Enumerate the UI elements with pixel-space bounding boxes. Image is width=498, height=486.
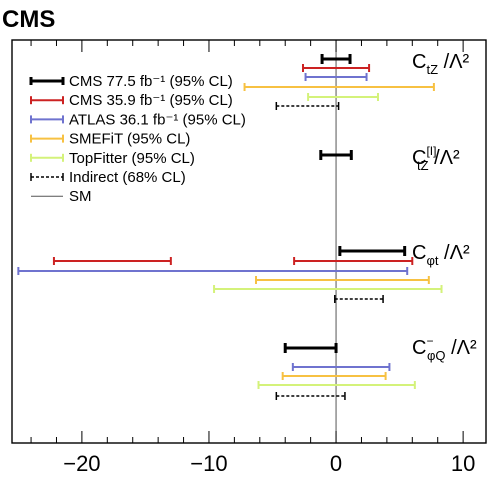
legend-label: SM	[69, 188, 92, 205]
interval-bar-smefit	[243, 83, 435, 91]
interval-bar-smefit	[281, 372, 387, 380]
interval-bar-topfitter	[213, 285, 443, 293]
legend-label: CMS 35.9 fb⁻¹ (95% CL)	[69, 92, 233, 109]
coefficient-label: C− φQ /Λ²	[412, 334, 477, 363]
interval-bars	[17, 54, 443, 400]
coefficient-group	[257, 343, 416, 400]
interval-bar-atlas	[304, 73, 368, 81]
legend-label: SMEFiT (95% CL)	[69, 131, 190, 148]
coefficient-group	[243, 54, 435, 110]
experiment-label: CMS	[2, 6, 55, 33]
x-tick-label: −10	[190, 451, 227, 476]
x-axis-ticks: −20 −10 0 10	[30, 40, 475, 476]
interval-bar-cms775	[283, 343, 338, 353]
legend-item-sm: SM	[31, 188, 92, 205]
coefficient-group	[17, 246, 443, 303]
interval-bar-smefit	[254, 276, 430, 284]
legend-item-topfitter: TopFitter (95% CL)	[30, 150, 195, 167]
legend-item-cms775: CMS 77.5 fb⁻¹ (95% CL)	[29, 73, 233, 90]
interval-bar-cms359	[52, 257, 172, 265]
interval-bar-indirect	[275, 102, 340, 110]
legend-label: ATLAS 36.1 fb⁻¹ (95% CL)	[69, 111, 246, 128]
interval-bar-atlas	[17, 267, 409, 275]
coefficient-group	[319, 150, 353, 160]
legend-label: CMS 77.5 fb⁻¹ (95% CL)	[69, 73, 233, 90]
interval-bar-cms775	[320, 54, 352, 64]
legend-label: TopFitter (95% CL)	[69, 150, 195, 167]
interval-bar-cms359	[302, 64, 371, 72]
interval-bar-cms359	[293, 257, 414, 265]
legend-item-smefit: SMEFiT (95% CL)	[30, 131, 190, 148]
legend-item-atlas: ATLAS 36.1 fb⁻¹ (95% CL)	[30, 111, 246, 128]
interval-bar-cms775	[338, 246, 407, 256]
interval-bar-indirect	[275, 392, 346, 400]
plot-frame	[11, 39, 487, 444]
legend-item-indirect: Indirect (68% CL)	[30, 169, 186, 186]
x-tick-label: 0	[330, 451, 342, 476]
interval-bar-topfitter	[257, 381, 416, 389]
interval-bar-cms775	[319, 150, 353, 160]
coefficient-label: CtZ /Λ²	[412, 51, 469, 77]
coefficient-labels: CtZ /Λ² C[I] tZ /Λ² Cφt /Λ² C− φQ /Λ²	[412, 51, 477, 363]
x-tick-label: 10	[451, 451, 475, 476]
x-tick-label: −20	[63, 451, 100, 476]
coefficient-label: C[I] tZ /Λ²	[412, 144, 460, 173]
coefficient-label: Cφt /Λ²	[412, 242, 470, 268]
legend-item-cms359: CMS 35.9 fb⁻¹ (95% CL)	[30, 92, 233, 109]
legend: CMS 77.5 fb⁻¹ (95% CL) CMS 35.9 fb⁻¹ (95%…	[29, 73, 246, 205]
legend-label: Indirect (68% CL)	[69, 169, 186, 186]
interval-bar-topfitter	[307, 93, 379, 101]
interval-bar-atlas	[291, 363, 391, 371]
interval-bar-indirect	[334, 295, 384, 303]
